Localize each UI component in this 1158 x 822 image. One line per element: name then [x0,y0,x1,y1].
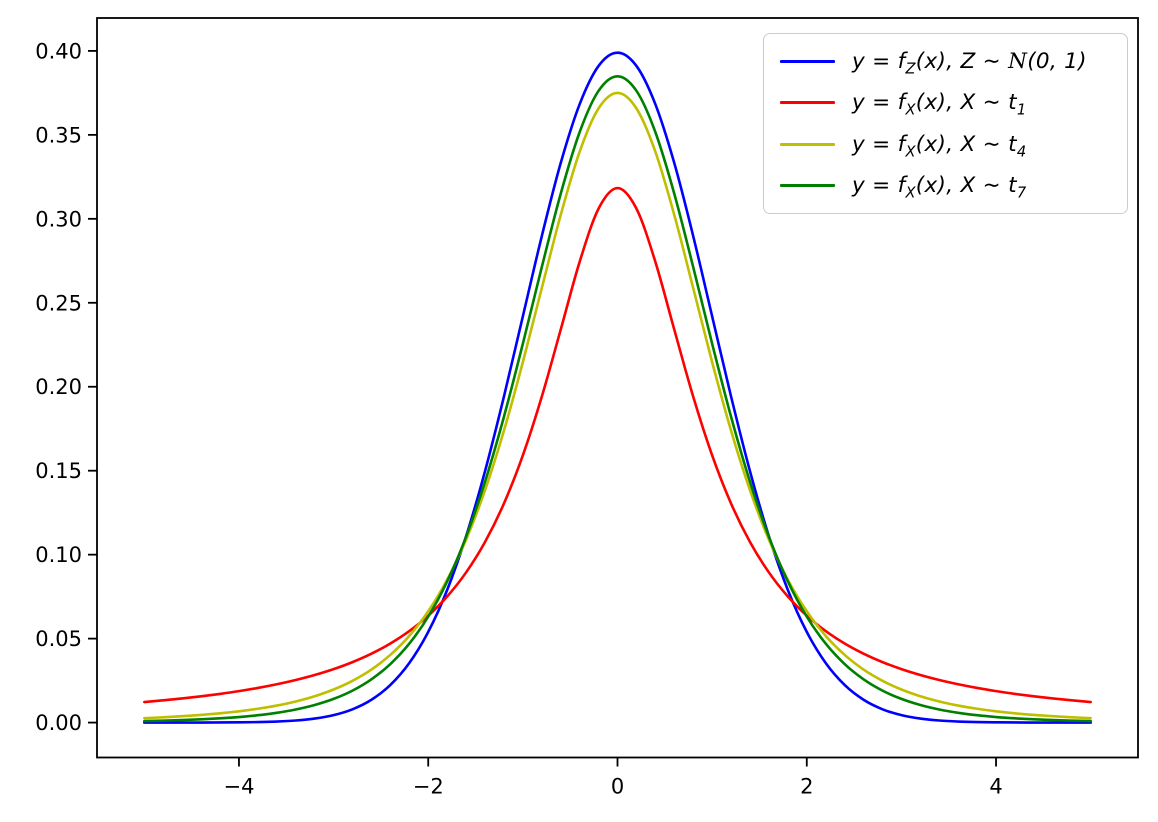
y-axis: 0.00 0.05 0.10 0.15 0.20 0.25 0.30 0.35 0.40 [35,39,97,735]
y-tick-label: 0.20 [35,375,82,399]
legend-item-t1: y = fX(x), X ∼ t1 [780,88,1117,117]
y-tick-label: 0.30 [35,207,82,231]
series-line-t4 [143,91,1092,720]
legend-label-t4: y = fX(x), X ∼ t4 [852,131,1027,160]
series-line-t7 [143,74,1092,723]
series-line-t1 [143,186,1092,704]
mathcal-N: N [1008,49,1028,74]
legend-item-t4: y = fX(x), X ∼ t4 [780,130,1117,159]
y-tick-label: 0.25 [35,291,82,315]
x-tick-label: 0 [611,775,624,799]
x-tick-label: −4 [223,775,254,799]
y-tick-label: 0.10 [35,543,82,567]
y-tick-label: 0.35 [35,123,82,147]
y-tick-label: 0.40 [35,39,82,63]
legend-label-t1: y = fX(x), X ∼ t1 [852,90,1027,119]
legend-label-normal: y = fZ(x), Z ∼ N(0, 1) [852,49,1087,78]
legend-item-t7: y = fX(x), X ∼ t7 [780,171,1117,200]
series-lines [143,51,1092,724]
legend-line-sample-normal [780,59,835,64]
y-tick-label: 0.15 [35,459,82,483]
x-tick-label: −2 [413,775,444,799]
legend-label-t7: y = fX(x), X ∼ t7 [852,172,1027,202]
series-line-normal [143,51,1092,724]
x-tick-label: 2 [800,775,813,799]
legend-item-normal: y = fZ(x), Z ∼ N(0, 1) [780,47,1117,76]
legend-line-sample-t4 [780,142,835,146]
y-tick-label: 0.00 [35,711,82,735]
y-tick-label: 0.05 [35,627,82,651]
legend: y = fZ(x), Z ∼ N(0, 1) y = fX(x), X ∼ t1 y… [763,33,1128,214]
legend-line-sample-t7 [780,183,835,188]
legend-line-sample-t1 [780,101,835,105]
x-tick-label: 4 [989,775,1002,799]
x-axis: −4 −2 0 2 4 [223,757,1003,799]
